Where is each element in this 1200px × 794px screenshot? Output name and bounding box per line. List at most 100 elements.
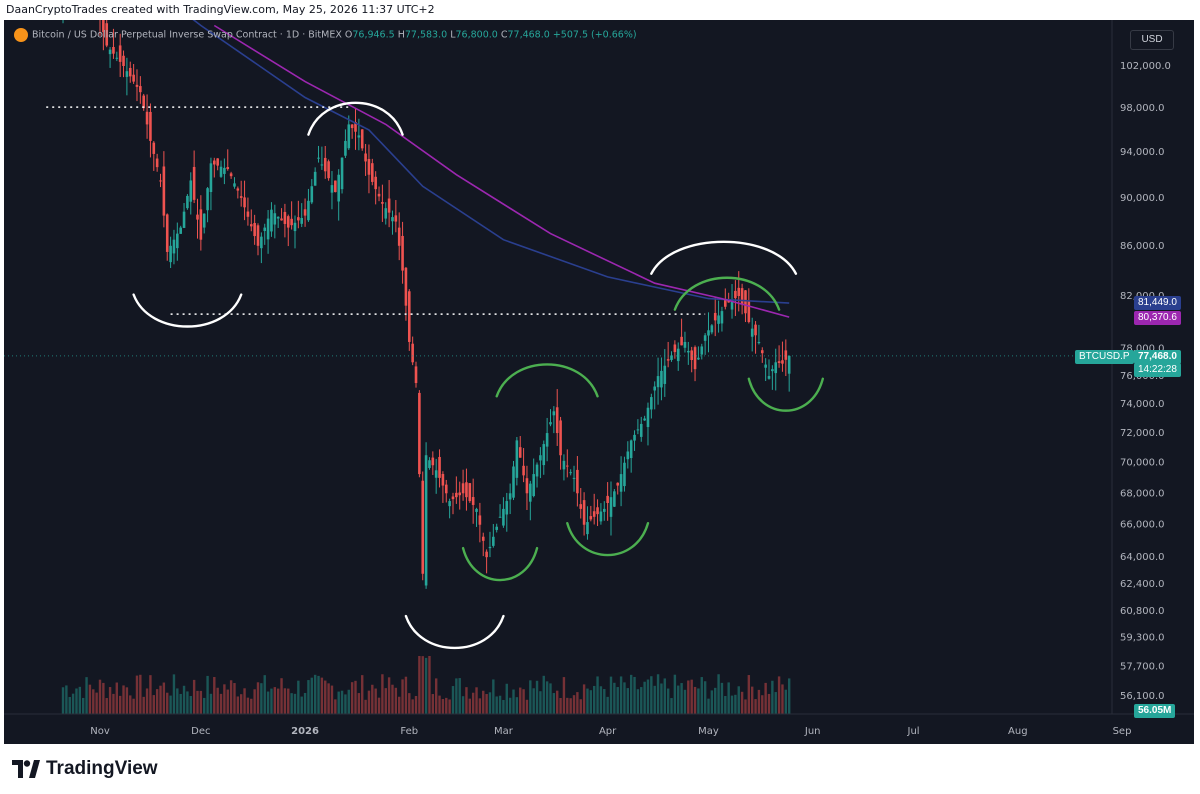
attribution-bar: DaanCryptoTrades created with TradingVie… xyxy=(0,0,1200,20)
volume-bar xyxy=(350,682,354,714)
volume-bar xyxy=(361,675,364,714)
volume-bar xyxy=(374,688,377,714)
y-tick-label: 62,400.0 xyxy=(1120,579,1165,590)
volume-bar xyxy=(603,689,606,714)
candle-body xyxy=(172,239,176,254)
candle-body xyxy=(663,365,667,384)
candle-body xyxy=(246,211,250,217)
candle-body xyxy=(639,423,643,437)
currency-button[interactable]: USD xyxy=(1130,30,1174,50)
chart-svg[interactable]: 102,000.0 98,000.0 94,000.0 90,000.0 86,000.… xyxy=(4,20,1194,744)
candle-body xyxy=(280,218,283,221)
attribution-text: DaanCryptoTrades created with TradingVie… xyxy=(6,3,435,16)
candle-body xyxy=(303,209,307,216)
bitcoin-icon xyxy=(14,28,28,42)
volume-bar xyxy=(172,674,176,714)
candle-body xyxy=(243,197,246,208)
candle-body xyxy=(394,215,398,222)
candle-body xyxy=(525,478,529,494)
volume-bar xyxy=(145,688,149,714)
volume-bar xyxy=(787,678,791,714)
volume-bar xyxy=(629,674,633,714)
volume-bar xyxy=(492,679,495,714)
candle-body xyxy=(263,227,267,231)
volume-bar xyxy=(700,677,703,714)
candle-body xyxy=(381,202,384,204)
green-cup-annotation xyxy=(461,546,539,582)
volume-bar xyxy=(297,680,300,714)
candle-body xyxy=(508,493,512,500)
volume-bar xyxy=(371,684,374,714)
volume-bar xyxy=(690,679,693,714)
candle-body xyxy=(606,495,609,504)
volume-bar xyxy=(293,693,297,714)
candle-body xyxy=(115,57,119,59)
candle-body xyxy=(656,376,660,388)
candle-body xyxy=(636,429,640,431)
green-cap-annotation xyxy=(673,276,781,311)
candle-body xyxy=(206,188,209,211)
candle-body xyxy=(179,227,182,234)
volume-bar xyxy=(132,698,135,714)
candle-body xyxy=(384,208,388,219)
volume-bar xyxy=(421,656,424,714)
x-tick-label: Jul xyxy=(907,726,920,737)
volume-bar xyxy=(774,692,777,714)
candle-body xyxy=(764,364,767,368)
volume-bar xyxy=(724,695,727,714)
candle-body xyxy=(159,180,162,182)
volume-bar xyxy=(68,696,71,714)
volume-bar xyxy=(448,699,451,714)
volume-bar xyxy=(717,674,720,714)
candle-body xyxy=(310,186,314,203)
volume-bar xyxy=(549,683,552,714)
candle-body xyxy=(367,159,371,175)
candle-body xyxy=(418,392,421,475)
candle-body xyxy=(589,516,593,520)
countdown-tag: 14:22:28 xyxy=(1134,363,1181,377)
volume-bar xyxy=(364,699,367,714)
volume-bar xyxy=(71,693,75,714)
candle-body xyxy=(710,325,714,333)
volume-bar xyxy=(428,656,431,714)
symbol-tag: BTCUSD.P xyxy=(1075,350,1134,364)
volume-bar xyxy=(744,699,747,714)
volume-tag: 56.05M xyxy=(1134,704,1176,718)
candle-body xyxy=(737,287,741,296)
volume-bar xyxy=(152,695,155,714)
volume-bar xyxy=(283,688,287,714)
candle-body xyxy=(444,484,448,494)
candle-body xyxy=(650,397,653,410)
candle-body xyxy=(189,180,193,202)
candle-body xyxy=(515,440,519,478)
candle-body xyxy=(757,341,761,344)
volume-bar xyxy=(239,694,243,714)
x-tick-label: Feb xyxy=(400,726,418,737)
candle-body xyxy=(404,267,408,306)
volume-bar xyxy=(471,692,475,714)
candle-body xyxy=(199,209,203,240)
green-cup-annotation xyxy=(747,377,824,412)
volume-bar xyxy=(300,696,303,714)
volume-bar xyxy=(246,697,250,714)
legend-high-value: 77,583.0 xyxy=(404,29,448,41)
candle-body xyxy=(125,71,129,77)
volume-bar xyxy=(320,677,324,714)
volume-bar xyxy=(468,698,472,714)
volume-bar xyxy=(515,697,519,714)
last-price-tag: 77,468.0 xyxy=(1134,350,1181,364)
candle-body xyxy=(562,460,566,470)
volume-bar xyxy=(344,694,347,714)
candle-body xyxy=(411,343,414,363)
candle-body xyxy=(579,504,583,509)
volume-bar xyxy=(61,687,65,714)
tradingview-logo[interactable]: TradingView xyxy=(12,758,158,780)
candle-body xyxy=(774,362,778,374)
volume-bar xyxy=(112,693,115,714)
volume-bar xyxy=(461,696,465,714)
candle-body xyxy=(391,217,394,222)
candle-body xyxy=(135,84,139,87)
chart-area[interactable]: 102,000.0 98,000.0 94,000.0 90,000.0 86,000.… xyxy=(4,20,1194,744)
candle-body xyxy=(350,124,354,129)
volume-bar xyxy=(129,695,132,714)
